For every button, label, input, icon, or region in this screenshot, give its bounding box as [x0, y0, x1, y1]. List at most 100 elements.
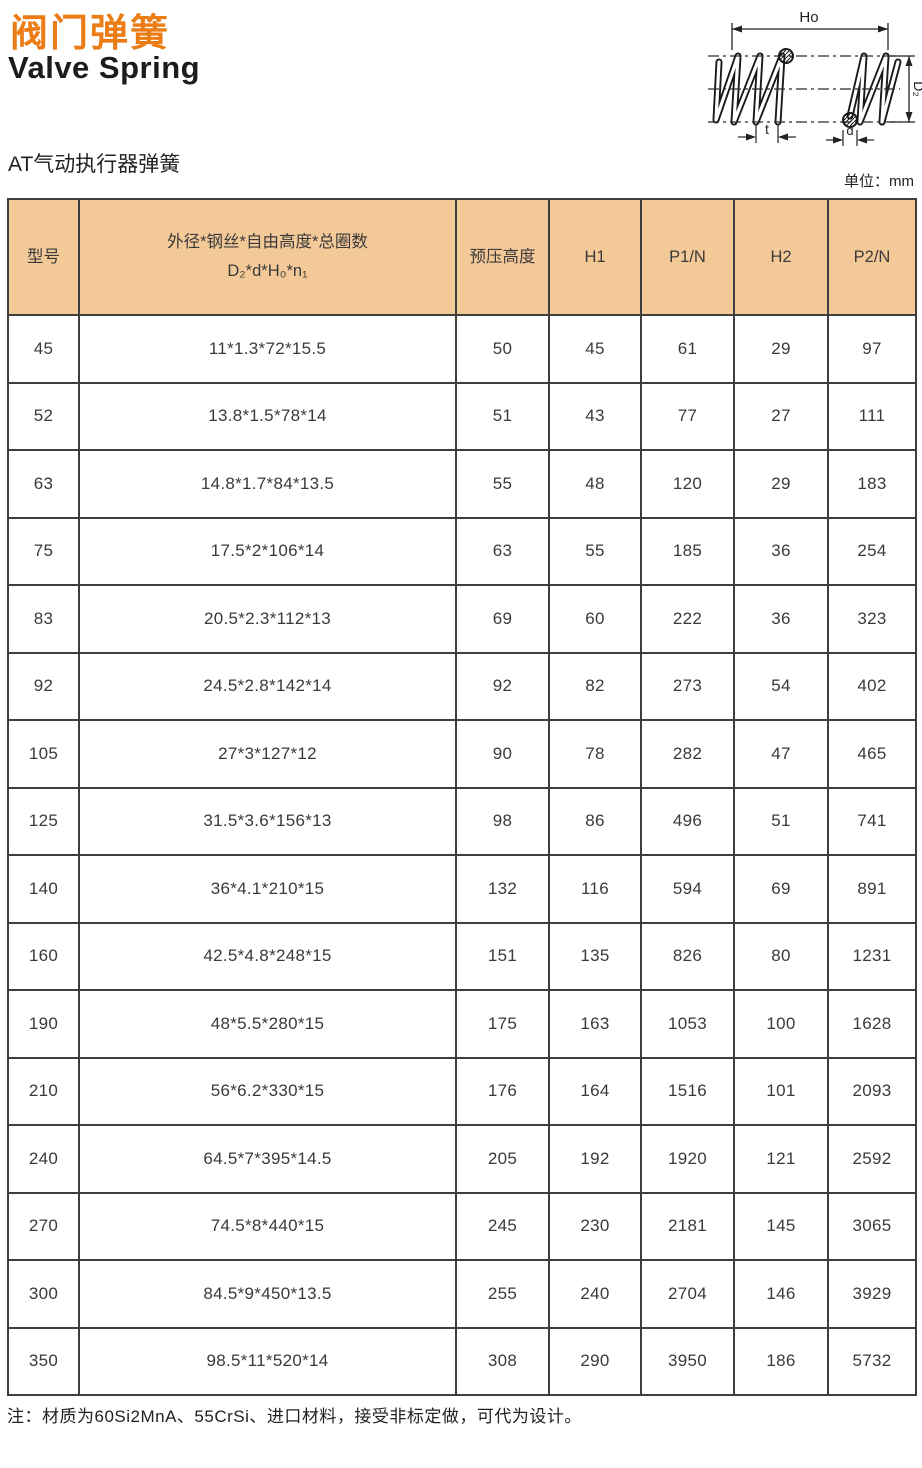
- table-cell: 1516: [640, 1056, 735, 1126]
- table-header-row: 型号 外径*钢丝*自由高度*总圈数 D₂*d*H₀*n₁ 预压高度 H1 P1/N H2 P2…: [7, 198, 917, 316]
- table-cell: 45: [548, 314, 642, 384]
- table-cell: 77: [640, 381, 735, 451]
- table-cell: 51: [733, 786, 829, 856]
- table-cell: 45: [7, 314, 80, 384]
- table-cell: 140: [7, 854, 80, 924]
- table-cell: 1053: [640, 989, 735, 1059]
- table-cell: 111: [827, 381, 917, 451]
- dim-t: [738, 124, 796, 143]
- table-cell: 151: [455, 921, 550, 991]
- table-cell: 98: [455, 786, 550, 856]
- table-cell: 3929: [827, 1259, 917, 1329]
- table-cell: 74.5*8*440*15: [78, 1191, 457, 1261]
- table-cell: 120: [640, 449, 735, 519]
- table-cell: 92: [455, 651, 550, 721]
- table-cell: 78: [548, 719, 642, 789]
- header-cell: P1/N: [640, 198, 735, 316]
- table-cell: 255: [455, 1259, 550, 1329]
- table-cell: 594: [640, 854, 735, 924]
- header-cell: H2: [733, 198, 829, 316]
- table-row: 350 98.5*11*520*14 308 290 3950 186 5732: [7, 1326, 917, 1396]
- table-cell: 75: [7, 516, 80, 586]
- header-cell: 预压高度: [455, 198, 550, 316]
- table-cell: 14.8*1.7*84*13.5: [78, 449, 457, 519]
- table-cell: 64.5*7*395*14.5: [78, 1124, 457, 1194]
- table-cell: 175: [455, 989, 550, 1059]
- table-cell: 80: [733, 921, 829, 991]
- table-cell: 146: [733, 1259, 829, 1329]
- table-cell: 300: [7, 1259, 80, 1329]
- table-cell: 97: [827, 314, 917, 384]
- table-cell: 69: [455, 584, 550, 654]
- table-cell: 42.5*4.8*248*15: [78, 921, 457, 991]
- table-cell: 43: [548, 381, 642, 451]
- table-cell: 290: [548, 1326, 642, 1396]
- dim-label-pitch: t: [765, 121, 769, 137]
- table-row: 52 13.8*1.5*78*14 51 43 77 27 111: [7, 381, 917, 451]
- table-cell: 205: [455, 1124, 550, 1194]
- dim-d: [826, 130, 874, 146]
- table-cell: 92: [7, 651, 80, 721]
- table-row: 190 48*5.5*280*15 175 163 1053 100 1628: [7, 989, 917, 1059]
- table-cell: 52: [7, 381, 80, 451]
- table-cell: 741: [827, 786, 917, 856]
- header-cell: 型号: [7, 198, 80, 316]
- table-cell: 350: [7, 1326, 80, 1396]
- table-cell: 1231: [827, 921, 917, 991]
- table-cell: 402: [827, 651, 917, 721]
- table-cell: 1628: [827, 989, 917, 1059]
- table-cell: 192: [548, 1124, 642, 1194]
- header-cell: H1: [548, 198, 642, 316]
- table-cell: 240: [548, 1259, 642, 1329]
- table-cell: 20.5*2.3*112*13: [78, 584, 457, 654]
- table-row: 45 11*1.3*72*15.5 50 45 61 29 97: [7, 314, 917, 384]
- material-note: 注：材质为60Si2MnA、55CrSi、进口材料，接受非标定做，可代为设计。: [7, 1407, 582, 1426]
- table-row: 125 31.5*3.6*156*13 98 86 496 51 741: [7, 786, 917, 856]
- table-cell: 121: [733, 1124, 829, 1194]
- table-row: 75 17.5*2*106*14 63 55 185 36 254: [7, 516, 917, 586]
- table-cell: 29: [733, 314, 829, 384]
- table-row: 140 36*4.1*210*15 132 116 594 69 891: [7, 854, 917, 924]
- table-cell: 55: [548, 516, 642, 586]
- table-cell: 105: [7, 719, 80, 789]
- wire-section-top: [778, 48, 794, 64]
- table-cell: 323: [827, 584, 917, 654]
- table-cell: 60: [548, 584, 642, 654]
- table-cell: 270: [7, 1191, 80, 1261]
- page-title-english: Valve Spring: [8, 50, 201, 85]
- dim-d2: [890, 55, 915, 123]
- table-cell: 13.8*1.5*78*14: [78, 381, 457, 451]
- table-cell: 90: [455, 719, 550, 789]
- table-cell: 17.5*2*106*14: [78, 516, 457, 586]
- table-row: 270 74.5*8*440*15 245 230 2181 145 3065: [7, 1191, 917, 1261]
- spring-spec-table: 型号 外径*钢丝*自由高度*总圈数 D₂*d*H₀*n₁ 预压高度 H1 P1/N H2 P2…: [7, 198, 917, 1396]
- table-cell: 3065: [827, 1191, 917, 1261]
- table-cell: 183: [827, 449, 917, 519]
- dim-ho: [731, 23, 889, 50]
- table-cell: 31.5*3.6*156*13: [78, 786, 457, 856]
- table-cell: 273: [640, 651, 735, 721]
- table-cell: 63: [7, 449, 80, 519]
- table-cell: 55: [455, 449, 550, 519]
- table-row: 240 64.5*7*395*14.5 205 192 1920 121 2592: [7, 1124, 917, 1194]
- table-cell: 36*4.1*210*15: [78, 854, 457, 924]
- table-cell: 11*1.3*72*15.5: [78, 314, 457, 384]
- table-cell: 160: [7, 921, 80, 991]
- table-cell: 125: [7, 786, 80, 856]
- table-cell: 308: [455, 1326, 550, 1396]
- table-row: 105 27*3*127*12 90 78 282 47 465: [7, 719, 917, 789]
- table-cell: 36: [733, 516, 829, 586]
- header-cell: 外径*钢丝*自由高度*总圈数 D₂*d*H₀*n₁: [78, 198, 457, 316]
- table-row: 300 84.5*9*450*13.5 255 240 2704 146 3929: [7, 1259, 917, 1329]
- table-cell: 163: [548, 989, 642, 1059]
- table-cell: 116: [548, 854, 642, 924]
- table-cell: 48: [548, 449, 642, 519]
- table-row: 83 20.5*2.3*112*13 69 60 222 36 323: [7, 584, 917, 654]
- table-row: 210 56*6.2*330*15 176 164 1516 101 2093: [7, 1056, 917, 1126]
- table-cell: 5732: [827, 1326, 917, 1396]
- table-cell: 27: [733, 381, 829, 451]
- section-title: AT气动执行器弹簧: [8, 153, 181, 176]
- table-cell: 135: [548, 921, 642, 991]
- table-cell: 282: [640, 719, 735, 789]
- table-cell: 56*6.2*330*15: [78, 1056, 457, 1126]
